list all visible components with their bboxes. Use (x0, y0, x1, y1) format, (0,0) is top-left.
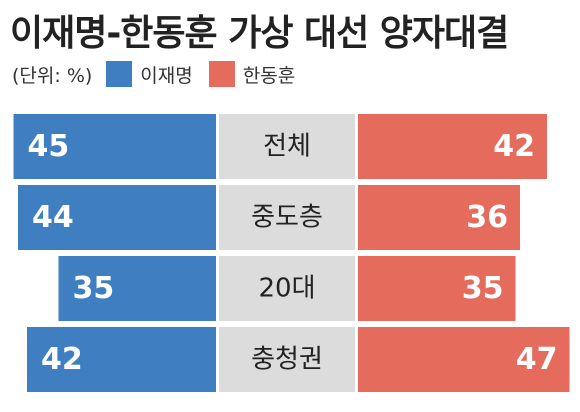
bar-lee (13, 114, 216, 179)
value-label-han: 42 (493, 129, 535, 164)
legend: (단위: %) 이재명 한동훈 (12, 61, 311, 87)
legend-label-han: 한동훈 (242, 64, 296, 87)
category-bg (219, 256, 355, 321)
value-label-han: 36 (466, 200, 508, 235)
unit-label: (단위: %) (12, 64, 93, 87)
bar-han (358, 114, 547, 179)
value-label-lee: 45 (28, 129, 70, 164)
value-label-han: 35 (462, 271, 504, 306)
bar-lee (58, 256, 216, 321)
bar-han (358, 327, 570, 392)
value-label-lee: 35 (73, 271, 115, 306)
category-label: 중도층 (251, 203, 323, 233)
value-label-lee: 42 (41, 342, 83, 377)
bar-han (358, 256, 516, 321)
bar-han (358, 185, 520, 250)
bar-lee (18, 185, 216, 250)
legend-label-lee: 이재명 (140, 64, 193, 87)
category-label: 20대 (258, 274, 315, 304)
category-label: 충청권 (251, 345, 323, 375)
category-bg (219, 185, 355, 250)
category-label: 전체 (263, 132, 311, 162)
category-bg (219, 114, 355, 179)
value-label-lee: 44 (32, 200, 74, 235)
legend-swatch-han (208, 61, 235, 87)
category-bg (219, 327, 355, 392)
chart-title: 이재명-한동훈 가상 대선 양자대결 (10, 13, 509, 54)
value-label-han: 47 (516, 342, 558, 377)
legend-swatch-lee (106, 61, 133, 87)
bar-lee (27, 327, 216, 392)
